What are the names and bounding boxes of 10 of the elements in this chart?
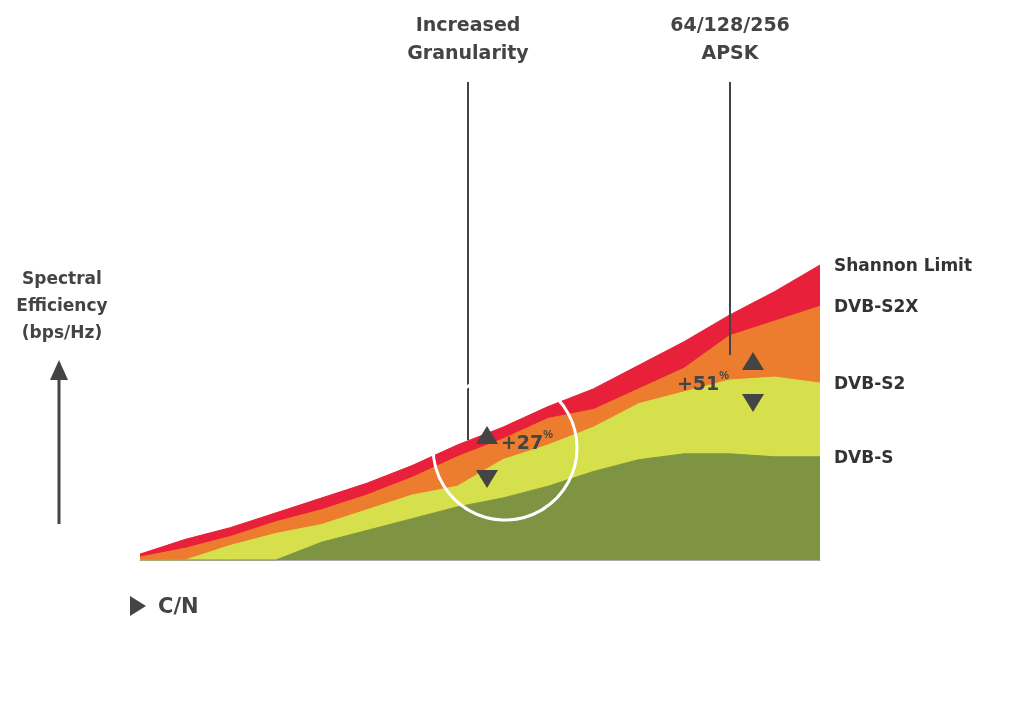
series-label: Shannon Limit <box>834 255 973 275</box>
y-axis-title: Spectral Efficiency (bps/Hz) <box>16 268 108 342</box>
annotation: +51% <box>676 368 730 394</box>
series-label: DVB-S <box>834 446 894 467</box>
text: 64/128/256 APSK <box>670 13 790 63</box>
text: Increased Granularity <box>407 13 530 63</box>
series-label: DVB-S2 <box>834 373 906 393</box>
annotation: +27% <box>500 427 554 453</box>
x-axis-title: C/N <box>158 594 199 618</box>
series-label: DVB-S2X <box>834 296 919 317</box>
